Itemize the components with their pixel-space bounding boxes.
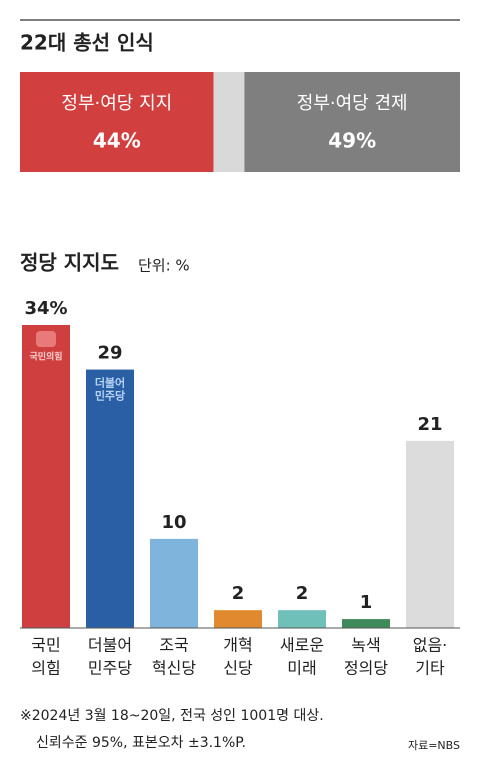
- badge-bg: [36, 331, 56, 347]
- bar: [278, 610, 326, 628]
- bar-segment: [213, 72, 245, 172]
- value-label: 21: [417, 414, 442, 435]
- bar-segment: [244, 72, 460, 172]
- x-tick-label: 없음·: [413, 636, 448, 655]
- value-label: 49%: [328, 129, 376, 153]
- footnote: ※2024년 3월 18~20일, 전국 성인 1001명 대상.: [20, 708, 324, 724]
- chart-subtitle: 단위: %: [138, 257, 190, 275]
- badge-label: 민주당: [95, 389, 125, 403]
- badge-label: 국민의힘: [29, 351, 62, 363]
- x-tick-label: 민주당: [88, 659, 132, 678]
- segment-label: 정부·여당 견제: [297, 93, 408, 114]
- value-label: 1: [360, 592, 373, 613]
- value-label: 29: [97, 343, 122, 364]
- x-tick-label: 녹색: [351, 636, 380, 655]
- bar: [406, 440, 454, 628]
- bar-segment: [20, 72, 214, 172]
- x-tick-label: 기타: [415, 659, 445, 678]
- x-tick-label: 개혁: [223, 636, 252, 655]
- segment-label: 정부·여당 지지: [61, 93, 172, 114]
- footnote: 신뢰수준 95%, 표본오차 ±3.1%P.: [36, 735, 246, 751]
- bar: [86, 369, 134, 628]
- x-tick-label: 혁신당: [152, 659, 196, 678]
- source: 자료=NBS: [408, 739, 460, 752]
- x-tick-label: 의힘: [31, 659, 60, 678]
- bar: [214, 610, 262, 628]
- value-label: 2: [232, 583, 245, 604]
- x-tick-label: 정의당: [344, 659, 388, 678]
- x-tick-label: 새로운: [280, 636, 324, 655]
- x-tick-label: 더불어: [88, 636, 132, 655]
- x-tick-label: 신당: [223, 659, 253, 678]
- x-tick-label: 조국: [159, 636, 188, 655]
- bar: [22, 325, 70, 628]
- value-label: 44%: [93, 129, 141, 153]
- chart-title: 정당 지지도: [20, 251, 119, 275]
- value-label: 34%: [24, 298, 67, 319]
- value-label: 2: [296, 583, 309, 604]
- badge-label: 더불어: [95, 376, 125, 390]
- x-tick-label: 국민: [31, 636, 60, 655]
- bar: [342, 619, 390, 628]
- value-label: 10: [161, 512, 186, 533]
- bar: [150, 538, 198, 628]
- chart-title: 22대 총선 인식: [20, 31, 154, 55]
- x-tick-label: 미래: [287, 659, 316, 678]
